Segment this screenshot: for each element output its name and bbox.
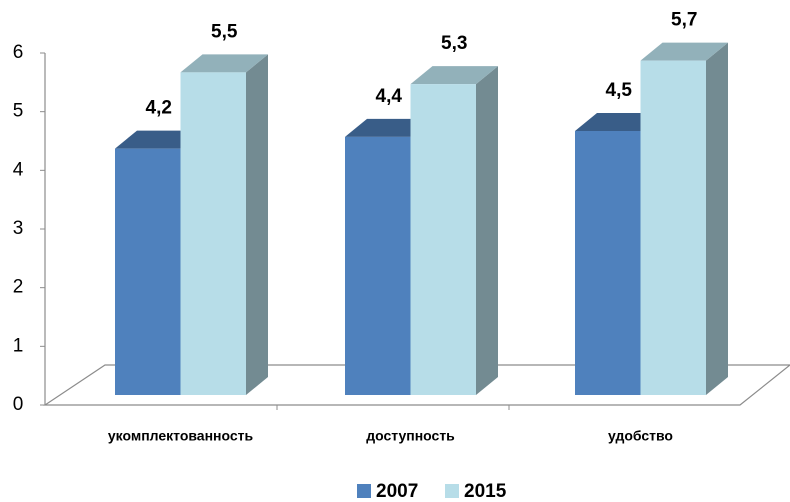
bar-face bbox=[180, 54, 268, 73]
bar-face bbox=[640, 42, 728, 61]
legend-label: 2007 bbox=[376, 481, 418, 502]
legend-label: 2015 bbox=[464, 481, 507, 502]
value-label: 5,7 bbox=[671, 10, 697, 31]
bar-face bbox=[410, 84, 476, 396]
bar bbox=[640, 42, 728, 395]
x-tick-label: доступность bbox=[366, 428, 455, 444]
y-tick-label: 1 bbox=[13, 335, 24, 356]
y-tick-label: 3 bbox=[13, 218, 24, 239]
bar-face bbox=[180, 72, 246, 395]
bar-face bbox=[640, 60, 706, 395]
x-tick-label: укомплектованность bbox=[108, 428, 254, 444]
bar-face bbox=[706, 42, 728, 395]
y-tick-label: 5 bbox=[13, 101, 24, 122]
bar-face bbox=[410, 66, 498, 85]
bar-face bbox=[345, 136, 411, 395]
bar bbox=[410, 66, 498, 396]
bar-face bbox=[575, 131, 641, 395]
bar-face bbox=[246, 54, 268, 395]
bar-face bbox=[115, 148, 181, 395]
legend-swatch bbox=[445, 484, 459, 498]
y-tick-label: 4 bbox=[13, 159, 24, 180]
y-tick-label: 6 bbox=[13, 42, 24, 63]
value-label: 4,5 bbox=[606, 80, 633, 101]
bar bbox=[180, 54, 268, 395]
legend-swatch bbox=[357, 484, 371, 498]
value-label: 5,5 bbox=[211, 21, 238, 42]
y-tick-label: 0 bbox=[13, 394, 24, 415]
value-label: 5,3 bbox=[441, 33, 467, 54]
x-tick-label: удобство bbox=[608, 428, 673, 444]
bar-face bbox=[476, 66, 498, 396]
y-tick-label: 2 bbox=[13, 277, 24, 298]
floor bbox=[43, 364, 790, 406]
value-label: 4,2 bbox=[146, 98, 172, 119]
value-label: 4,4 bbox=[376, 86, 403, 107]
